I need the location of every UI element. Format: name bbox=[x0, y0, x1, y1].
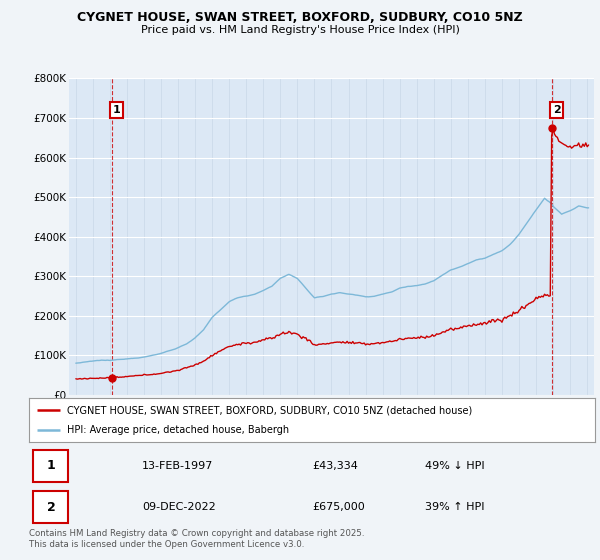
Text: £675,000: £675,000 bbox=[312, 502, 365, 512]
Text: CYGNET HOUSE, SWAN STREET, BOXFORD, SUDBURY, CO10 5NZ: CYGNET HOUSE, SWAN STREET, BOXFORD, SUDB… bbox=[77, 11, 523, 24]
Text: £43,334: £43,334 bbox=[312, 461, 358, 471]
Text: Price paid vs. HM Land Registry's House Price Index (HPI): Price paid vs. HM Land Registry's House … bbox=[140, 25, 460, 35]
Text: 49% ↓ HPI: 49% ↓ HPI bbox=[425, 461, 485, 471]
Text: 1: 1 bbox=[47, 459, 55, 473]
Text: 39% ↑ HPI: 39% ↑ HPI bbox=[425, 502, 485, 512]
Text: 13-FEB-1997: 13-FEB-1997 bbox=[142, 461, 214, 471]
Text: 2: 2 bbox=[553, 105, 561, 115]
Text: 09-DEC-2022: 09-DEC-2022 bbox=[142, 502, 216, 512]
Text: CYGNET HOUSE, SWAN STREET, BOXFORD, SUDBURY, CO10 5NZ (detached house): CYGNET HOUSE, SWAN STREET, BOXFORD, SUDB… bbox=[67, 405, 473, 415]
Text: 2: 2 bbox=[47, 501, 55, 514]
FancyBboxPatch shape bbox=[34, 491, 68, 524]
Text: Contains HM Land Registry data © Crown copyright and database right 2025.
This d: Contains HM Land Registry data © Crown c… bbox=[29, 529, 364, 549]
FancyBboxPatch shape bbox=[34, 450, 68, 482]
Text: 1: 1 bbox=[113, 105, 121, 115]
Text: HPI: Average price, detached house, Babergh: HPI: Average price, detached house, Babe… bbox=[67, 425, 289, 435]
